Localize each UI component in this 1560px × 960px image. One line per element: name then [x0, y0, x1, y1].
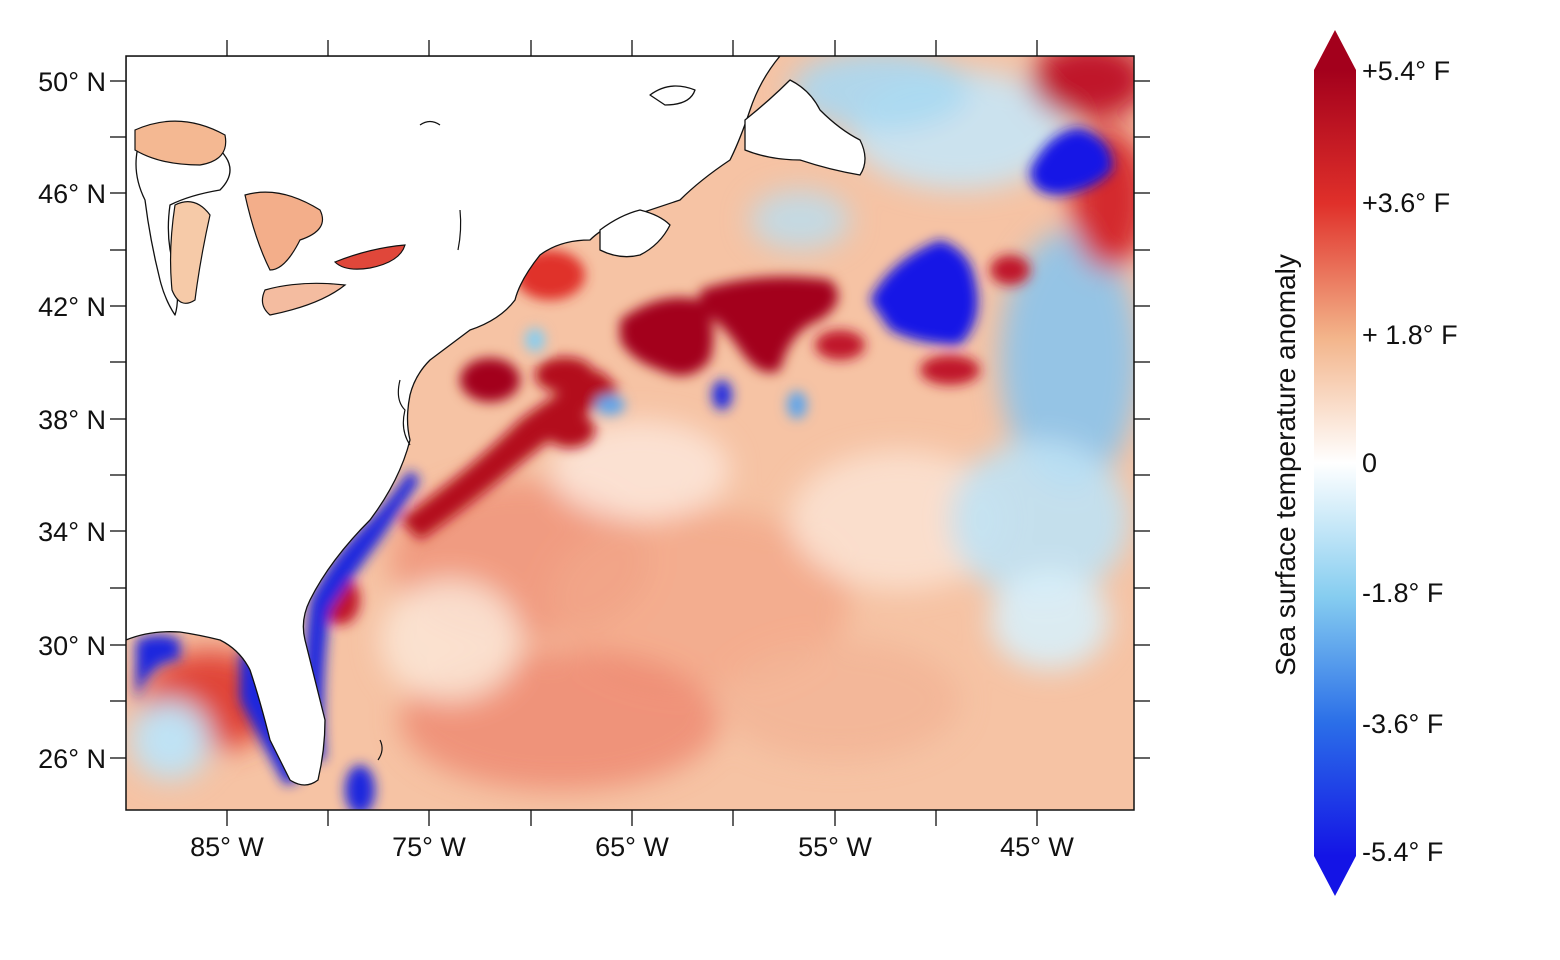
- map-panel: 50° N 46° N 42° N 38° N 34° N 30° N 26° …: [38, 40, 1150, 862]
- colorbar-label-minus-5-4: -5.4° F: [1362, 837, 1443, 867]
- latitude-labels: 50° N 46° N 42° N 38° N 34° N 30° N 26° …: [38, 67, 106, 774]
- great-lakes: [134, 120, 406, 316]
- coastline: [377, 120, 462, 761]
- colorbar-label-plus-1-8: + 1.8° F: [1362, 320, 1458, 350]
- colorbar-bottom-arrow: [1314, 856, 1356, 896]
- colorbar: Sea surface temperature anomaly +5.4° F …: [1270, 30, 1458, 896]
- lat-label-50n: 50° N: [38, 67, 106, 97]
- lon-label-85w: 85° W: [190, 832, 264, 862]
- map-frame: [125, 55, 1135, 811]
- lon-label-65w: 65° W: [595, 832, 669, 862]
- lat-label-26n: 26° N: [38, 744, 106, 774]
- colorbar-label-minus-1-8: -1.8° F: [1362, 578, 1443, 608]
- colorbar-title: Sea surface temperature anomaly: [1270, 254, 1301, 676]
- colorbar-label-zero: 0: [1362, 448, 1377, 478]
- lon-label-55w: 55° W: [798, 832, 872, 862]
- lon-label-45w: 45° W: [1000, 832, 1074, 862]
- lat-label-30n: 30° N: [38, 631, 106, 661]
- colorbar-top-arrow: [1314, 30, 1356, 70]
- colorbar-label-plus-3-6: +3.6° F: [1362, 188, 1450, 218]
- lat-label-34n: 34° N: [38, 517, 106, 547]
- lat-label-46n: 46° N: [38, 179, 106, 209]
- colorbar-gradient: [1314, 70, 1356, 856]
- colorbar-label-plus-5-4: +5.4° F: [1362, 56, 1450, 86]
- lat-label-42n: 42° N: [38, 292, 106, 322]
- longitude-labels: 85° W 75° W 65° W 55° W 45° W: [190, 832, 1074, 862]
- anomaly-field: [126, 56, 1134, 810]
- lat-label-38n: 38° N: [38, 405, 106, 435]
- lon-label-75w: 75° W: [392, 832, 466, 862]
- colorbar-label-minus-3-6: -3.6° F: [1362, 709, 1443, 739]
- axis-ticks: [110, 40, 1150, 826]
